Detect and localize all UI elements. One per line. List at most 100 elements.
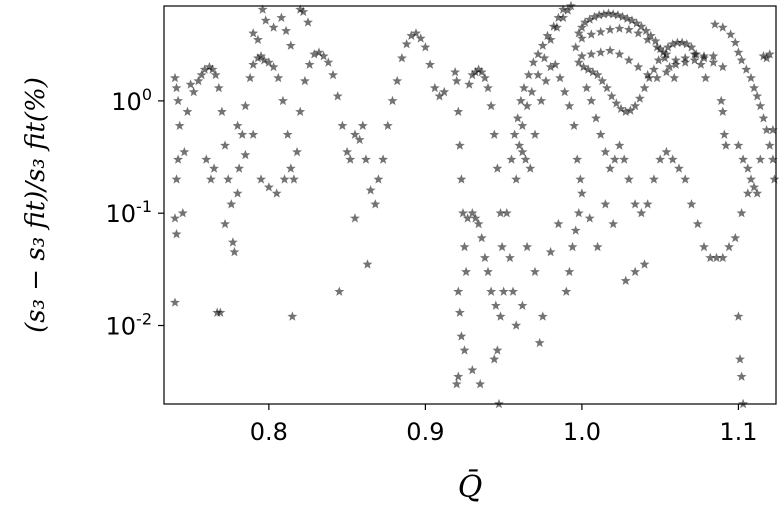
data-point [260,15,271,25]
data-point [285,40,296,50]
data-point [602,82,612,93]
data-point [689,55,700,65]
data-point [677,37,687,47]
data-point [492,163,503,173]
data-point [717,106,728,116]
data-point [173,154,183,164]
data-point [627,15,637,25]
data-point [508,286,518,296]
data-point [655,154,666,164]
data-point [542,30,553,40]
data-point [259,55,270,65]
data-point [594,10,605,20]
data-point [303,17,313,27]
data-point [584,14,595,24]
data-point [600,199,611,209]
data-point [450,67,461,77]
data-point [517,120,528,130]
data-point [256,51,266,61]
y-tick-label: 10-1 [106,197,153,228]
data-point [182,106,193,116]
data-point [295,4,306,14]
data-point [522,100,533,111]
data-point [609,154,620,164]
data-point [686,199,697,209]
data-point [171,229,182,239]
data-point [611,98,622,108]
data-point [686,42,697,52]
data-point [517,146,528,157]
data-point [281,25,291,36]
data-point [758,113,769,123]
data-point [534,337,545,348]
data-point [453,106,464,116]
data-point [467,208,478,218]
data-point [177,208,188,218]
data-point [354,134,365,145]
data-point [719,129,730,139]
plot-frame [163,5,777,405]
data-point [495,208,506,218]
data-point [730,37,741,47]
data-point [420,42,431,52]
data-point [411,28,421,38]
data-point [511,320,522,330]
y-axis: 100 10-1 10-2 [106,85,164,341]
data-point [217,106,227,116]
data-point [539,53,550,63]
data-point [761,124,772,135]
data-point [179,146,190,157]
data-point [533,49,543,59]
data-point [649,64,659,74]
data-point [650,36,661,46]
data-point [193,75,204,86]
data-point [174,120,185,130]
data-point [206,174,216,184]
data-point [708,57,719,67]
data-point [733,47,744,57]
data-point [681,39,692,49]
data-point [586,49,597,59]
data-point [406,30,417,40]
data-point [659,53,670,63]
data-point [318,51,329,61]
data-point [705,252,716,263]
data-point [584,213,595,223]
data-point [767,124,778,135]
data-point [562,5,573,15]
data-point [456,331,467,341]
data-point [649,174,659,184]
data-point [724,241,734,252]
data-point [749,182,759,192]
data-point [209,163,219,173]
data-point [667,154,678,164]
data-point [365,185,376,195]
data-point [569,120,579,130]
data-point [699,241,709,252]
data-point [226,199,237,209]
data-point [170,297,180,307]
data-point [735,354,745,364]
data-point [370,199,381,209]
data-point [631,18,642,28]
data-point [652,72,662,83]
data-points [170,0,780,409]
data-point [567,241,578,252]
data-point [622,13,633,23]
data-point [545,246,556,257]
data-point [606,91,617,101]
data-point [245,72,255,83]
data-point [767,154,778,164]
data-point [342,146,353,157]
data-point [201,154,212,164]
data-point [608,218,619,229]
data-point [334,286,345,296]
data-point [362,259,373,269]
data-point [257,4,268,14]
data-point [279,174,290,184]
data-point [476,232,487,243]
data-point [397,53,407,63]
data-point [680,57,691,67]
data-point [598,9,609,19]
data-point [298,6,309,17]
